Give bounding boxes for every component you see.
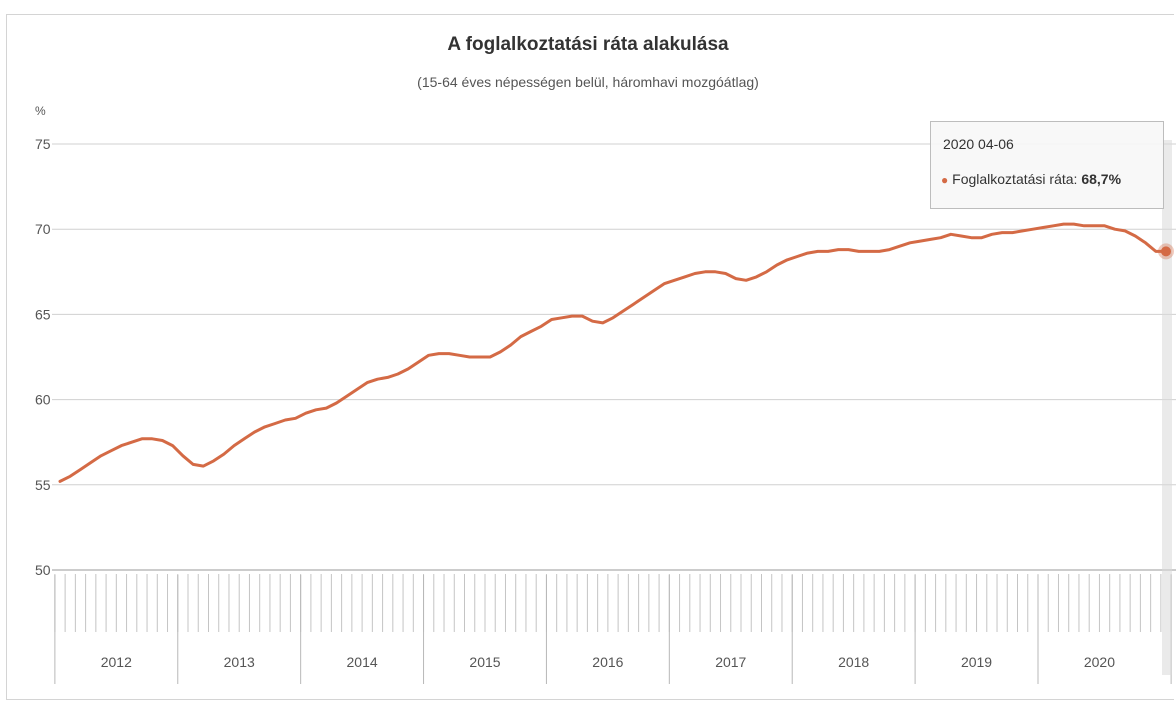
tooltip-bullet-icon: ● — [941, 173, 949, 187]
chart-title: A foglalkoztatási ráta alakulása — [447, 34, 729, 55]
y-axis-unit: % — [35, 104, 46, 118]
x-year-label: 2020 — [1084, 654, 1115, 670]
x-year-label: 2018 — [838, 654, 869, 670]
x-year-label: 2017 — [715, 654, 746, 670]
chart-subtitle: (15-64 éves népességen belül, háromhavi … — [417, 74, 759, 90]
y-tick-label: 55 — [35, 477, 51, 493]
y-tick-label: 50 — [35, 562, 51, 578]
hover-band — [1162, 140, 1172, 675]
tooltip-value: 68,7% — [1081, 171, 1122, 187]
tooltip: 2020 04-06 ● Foglalkoztatási ráta: 68,7% — [930, 121, 1164, 209]
tooltip-row: ● Foglalkoztatási ráta: 68,7% — [941, 171, 1121, 187]
x-year-label: 2013 — [224, 654, 255, 670]
x-year-label: 2015 — [469, 654, 500, 670]
y-tick-label: 65 — [35, 306, 51, 322]
y-tick-label: 70 — [35, 221, 51, 237]
series-line — [58, 222, 1168, 483]
y-tick-label: 75 — [35, 136, 51, 152]
highlight-point — [1161, 246, 1171, 257]
tooltip-series-name: Foglalkoztatási ráta: — [952, 171, 1078, 187]
x-year-label: 2019 — [961, 654, 992, 670]
chart-frame — [6, 14, 1174, 700]
tooltip-date: 2020 04-06 — [943, 136, 1014, 152]
x-year-label: 2014 — [347, 654, 378, 670]
y-tick-label: 60 — [35, 392, 51, 408]
x-year-label: 2012 — [101, 654, 132, 670]
x-year-label: 2016 — [592, 654, 623, 670]
